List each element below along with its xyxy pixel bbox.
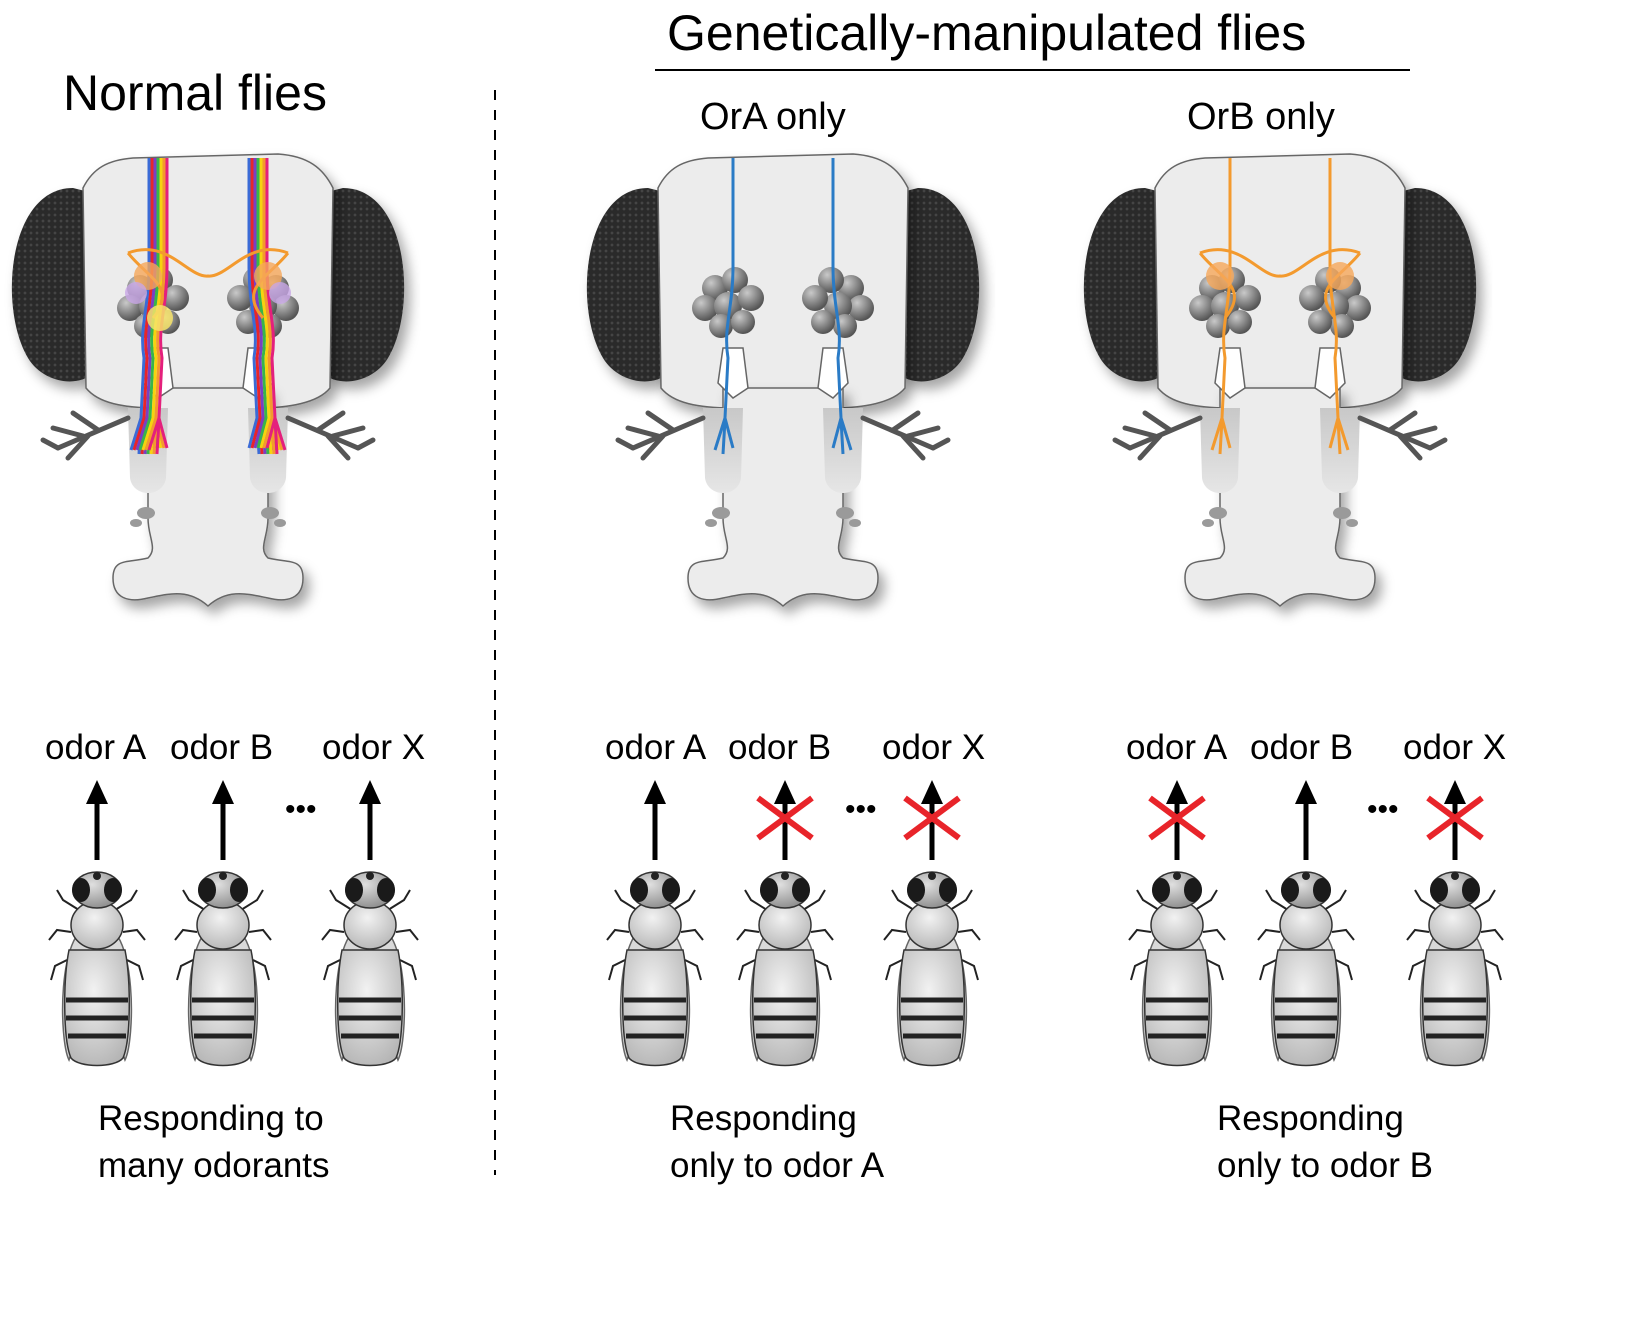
panel-3-odor-2-arrow: [1295, 780, 1317, 860]
panel-2-fly-3: [884, 872, 980, 1066]
panel-1-caption: Responding to many odorants: [98, 1095, 330, 1189]
axon-path: [250, 158, 262, 419]
panel-2-caption-line-1: Responding: [670, 1099, 857, 1138]
panel-3-odor-a-label: odor A: [1126, 728, 1228, 767]
axon-terminal: [1328, 417, 1350, 455]
panel-1-odor-3-arrow: [359, 780, 381, 860]
panel-3-caption-line-1: Responding: [1217, 1099, 1404, 1138]
panel-3-brain: [1084, 154, 1476, 606]
panel-3-odor-x-label: odor X: [1403, 728, 1507, 767]
panel-3-caption-line-2: only to odor B: [1217, 1146, 1433, 1185]
panel-1-caption-line-1: Responding to: [98, 1099, 324, 1138]
panel-2-odor-1-arrow: [644, 780, 666, 860]
panel-2-ellipsis: •••: [845, 793, 877, 826]
panel-2-odor-b-label: odor B: [728, 728, 832, 767]
panel-3-ellipsis: •••: [1367, 793, 1399, 826]
panel-3-axons: [1198, 158, 1362, 455]
active-glomerulus: [1206, 262, 1234, 290]
panel-1-odor-1-arrow: [86, 780, 108, 860]
panel-3-subtitle: OrB only: [1187, 96, 1335, 138]
active-glomerulus: [147, 305, 173, 331]
panel-3-fly-1: [1129, 872, 1225, 1066]
panel-1-odor-b-label: odor B: [170, 728, 274, 767]
active-glomerulus: [254, 262, 282, 290]
panel-2-caption: Responding only to odor A: [670, 1095, 884, 1189]
panel-1-odor-2-arrow: [212, 780, 234, 860]
axon-terminal: [713, 417, 735, 455]
axon-terminal: [147, 417, 169, 455]
panel-2-caption-line-2: only to odor A: [670, 1146, 885, 1185]
panel-1-fly-1: [49, 872, 145, 1066]
axon-terminal: [831, 417, 853, 455]
panel-2-fly-2: [737, 872, 833, 1066]
panel-3-odor-b-label: odor B: [1250, 728, 1354, 767]
panel-2-odor-x-label: odor X: [882, 728, 986, 767]
panel-1-fly-3: [322, 872, 418, 1066]
active-glomerulus: [134, 262, 162, 290]
axon-path: [831, 158, 843, 419]
panel-2-brain: [587, 154, 979, 606]
panel-1-odor-x-label: odor X: [322, 728, 426, 767]
panel-2-odor-a-label: odor A: [605, 728, 707, 767]
normal-flies-title: Normal flies: [63, 65, 327, 121]
active-glomerulus: [1326, 262, 1354, 290]
genetic-flies-title: Genetically-manipulated flies: [667, 5, 1307, 61]
axon-path: [247, 158, 259, 419]
panel-3-caption: Responding only to odor B: [1217, 1095, 1433, 1189]
panel-2-fly-1: [607, 872, 703, 1066]
axon-terminal: [265, 417, 287, 455]
panel-1-brain: [12, 154, 404, 606]
panel-3-fly-3: [1407, 872, 1503, 1066]
axon-terminal: [1210, 417, 1232, 455]
panel-3-fly-2: [1258, 872, 1354, 1066]
panel-2-subtitle: OrA only: [700, 96, 846, 138]
panel-1-fly-2: [175, 872, 271, 1066]
panel-1-odor-a-label: odor A: [45, 728, 147, 767]
panel-1-axons: [125, 158, 291, 455]
active-glomerulus: [269, 282, 291, 304]
active-glomerulus: [125, 282, 147, 304]
axon-path: [723, 158, 735, 419]
panel-1-caption-line-2: many odorants: [98, 1146, 330, 1185]
panel-2-axons: [713, 158, 853, 455]
panel-1-ellipsis: •••: [285, 793, 317, 826]
